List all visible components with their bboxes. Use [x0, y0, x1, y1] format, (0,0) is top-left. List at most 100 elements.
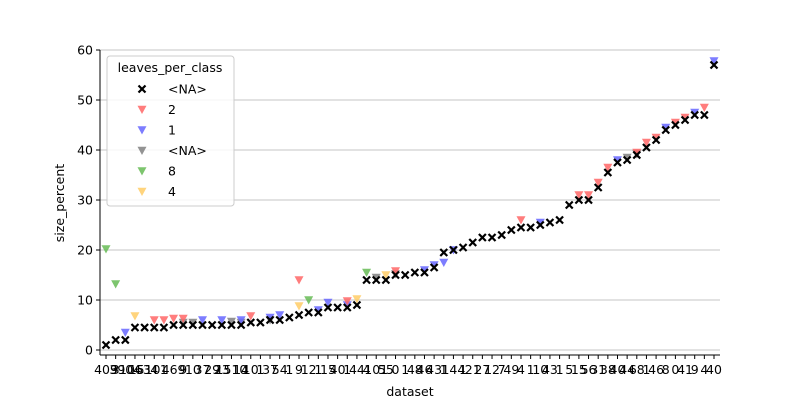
x-marker	[159, 323, 169, 332]
triangle-marker	[632, 148, 642, 157]
triangle-marker	[381, 271, 391, 280]
triangle-marker	[137, 105, 147, 114]
x-marker	[671, 120, 680, 130]
y-axis-label: size_percent	[52, 164, 67, 242]
triangle-marker	[149, 316, 159, 325]
triangle-marker	[670, 118, 680, 127]
x-tick-label: 15	[320, 362, 336, 377]
x-tick-label: 1	[401, 362, 409, 377]
triangle-marker	[352, 295, 362, 304]
triangle-marker	[622, 153, 632, 162]
x-tick-label: 40	[330, 362, 346, 377]
x-tick-label: 15	[571, 362, 587, 377]
triangle-marker	[275, 311, 285, 320]
y-tick-label: 30	[77, 193, 93, 208]
x-tick-label: 9	[295, 362, 303, 377]
x-marker	[111, 335, 120, 345]
triangle-marker	[101, 245, 111, 254]
x-tick-label: 43	[542, 362, 558, 377]
x-marker	[381, 275, 391, 285]
x-marker	[622, 155, 632, 165]
x-tick-label: 46	[417, 362, 433, 377]
x-marker	[680, 115, 690, 125]
legend-entries: <NA> 2 1 <NA> 8 4	[137, 82, 207, 199]
triangle-marker	[362, 268, 372, 277]
legend-title: leaves_per_class	[118, 60, 223, 75]
triangle-marker	[137, 167, 147, 176]
x-tick-label: 7	[498, 362, 506, 377]
x-marker	[439, 248, 449, 257]
triangle-marker	[429, 261, 439, 270]
x-marker	[536, 220, 545, 230]
x-marker	[352, 300, 362, 310]
triangle-marker	[120, 328, 130, 337]
x-marker	[429, 263, 439, 272]
x-tick-label: 1	[256, 362, 264, 377]
triangle-marker	[584, 191, 594, 200]
x-marker	[651, 135, 661, 145]
x-marker	[478, 233, 487, 242]
y-tick-label: 20	[77, 243, 93, 258]
x-tick-label: 4	[150, 362, 158, 377]
x-marker	[294, 310, 304, 320]
triangle-marker	[137, 126, 147, 135]
x-tick-label: 144	[441, 362, 465, 377]
triangle-marker	[535, 218, 545, 227]
x-tick-label: 5	[565, 362, 573, 377]
triangle-marker	[516, 216, 526, 225]
x-marker	[333, 303, 342, 312]
triangle-marker	[690, 108, 700, 117]
x-marker	[564, 200, 574, 210]
triangle-marker	[641, 138, 651, 147]
x-tick-label: 43	[426, 362, 442, 377]
x-tick-label: 1	[556, 362, 564, 377]
legend-entry-label: 8	[168, 164, 176, 179]
legend-entry-label: 2	[168, 102, 176, 117]
x-tick-label: 56	[581, 362, 597, 377]
x-tick-label: 1	[343, 362, 351, 377]
x-tick-label: 0	[671, 362, 679, 377]
triangle-marker	[661, 123, 671, 132]
x-marker	[642, 143, 651, 152]
x-marker	[593, 183, 603, 192]
x-tick-label: 10	[532, 362, 548, 377]
x-marker	[169, 320, 178, 330]
y-tick-label: 40	[77, 143, 93, 158]
x-marker	[661, 125, 671, 135]
x-marker	[545, 218, 555, 227]
triangle-marker	[680, 113, 690, 122]
legend-entry-label: <NA>	[168, 82, 207, 97]
series-0	[101, 60, 719, 350]
x-tick-label: 1	[160, 362, 168, 377]
triangle-marker	[699, 103, 709, 112]
data-markers	[101, 57, 719, 350]
triangle-marker	[169, 314, 179, 323]
x-tick-label: 44	[349, 362, 365, 377]
x-marker	[410, 268, 420, 277]
triangle-marker	[612, 156, 622, 165]
triangle-marker	[226, 317, 236, 326]
x-marker	[236, 320, 246, 330]
triangle-marker	[593, 178, 603, 187]
x-marker	[632, 150, 642, 160]
triangle-marker	[137, 187, 147, 196]
x-tick-label: 1063	[119, 362, 151, 377]
x-tick-label: 1510	[216, 362, 248, 377]
triangle-marker	[323, 298, 333, 307]
x-tick-label: 37	[195, 362, 211, 377]
triangle-marker	[130, 312, 140, 321]
x-tick-label: 10	[243, 362, 259, 377]
x-tick-label: 12	[484, 362, 500, 377]
x-marker	[265, 315, 275, 325]
x-tick-label: 23	[214, 362, 230, 377]
x-tick-label: 38	[600, 362, 616, 377]
x-marker	[207, 320, 217, 330]
x-marker	[137, 84, 147, 94]
x-marker	[690, 110, 699, 120]
x-marker	[342, 303, 352, 312]
x-tick-label: 12	[301, 362, 317, 377]
x-marker	[700, 110, 709, 120]
x-tick-label: 1	[527, 362, 535, 377]
x-tick-label: 54	[272, 362, 288, 377]
